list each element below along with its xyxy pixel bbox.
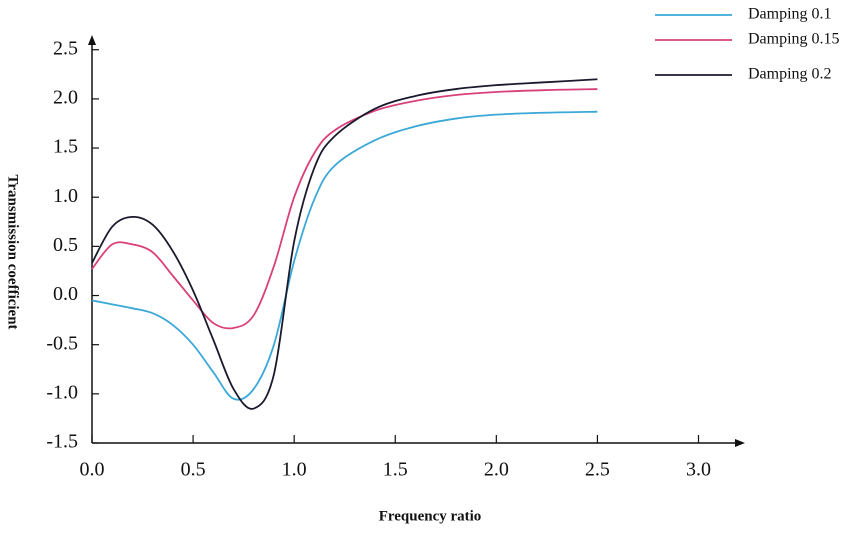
x-tick-label: 1.0 bbox=[282, 459, 307, 481]
x-tick-label: 1.5 bbox=[383, 459, 408, 481]
data-line bbox=[91, 78, 598, 410]
y-tick-label: -0.5 bbox=[46, 332, 78, 354]
data-line bbox=[91, 110, 598, 401]
x-tick-label: 0.5 bbox=[181, 459, 206, 481]
y-tick-label: 1.0 bbox=[53, 185, 78, 207]
legend-label: Damping 0.1 bbox=[748, 6, 832, 23]
x-tick-label: 2.5 bbox=[585, 459, 610, 481]
x-axis-arrow bbox=[735, 439, 745, 447]
x-tick-label: 3.0 bbox=[686, 459, 711, 481]
y-tick-label: -1.5 bbox=[46, 431, 78, 453]
y-tick-label: 2.5 bbox=[53, 37, 78, 59]
y-tick-label: 1.5 bbox=[53, 136, 78, 158]
legend-label: Damping 0.15 bbox=[748, 31, 840, 48]
data-line bbox=[91, 88, 598, 330]
y-axis-title: Transmission coefficient bbox=[5, 174, 21, 329]
y-tick-label: -1.0 bbox=[46, 381, 78, 403]
y-tick-label: 2.0 bbox=[53, 86, 78, 108]
y-tick-label: 0.5 bbox=[53, 234, 78, 256]
y-axis-arrow bbox=[88, 35, 96, 45]
legend-label: Damping 0.2 bbox=[748, 66, 832, 83]
x-tick-label: 2.0 bbox=[484, 459, 509, 481]
x-tick-label: 0.0 bbox=[80, 459, 105, 481]
x-axis-title: Frequency ratio bbox=[379, 508, 482, 524]
y-tick-label: 0.0 bbox=[53, 283, 78, 305]
